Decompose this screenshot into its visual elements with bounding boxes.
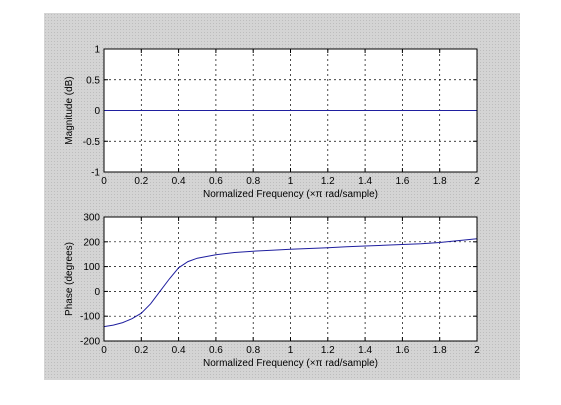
- magnitude-x-tick-label: 0.2: [134, 176, 148, 187]
- magnitude-x-tick-label: 1.2: [321, 176, 335, 187]
- magnitude-x-tick-label: 1: [288, 176, 294, 187]
- magnitude-axes: 0 0.2 0.4 0.6 0.8 1 1.2 1.4 1.6 1.8 2 1 0.5 0 -0.5 -1 No…: [64, 45, 480, 201]
- magnitude-x-tick-label: 0.4: [172, 176, 186, 187]
- phase-y-tick-label: 0: [94, 287, 100, 298]
- phase-x-tick-label: 1: [288, 345, 294, 356]
- magnitude-y-axis-label: Magnitude (dB): [64, 76, 75, 144]
- phase-y-tick-label: 300: [83, 213, 100, 224]
- magnitude-x-axis-label: Normalized Frequency (×π rad/sample): [203, 189, 378, 200]
- phase-x-tick-label: 2: [474, 345, 480, 356]
- phase-axes: 0 0.2 0.4 0.6 0.8 1 1.2 1.4 1.6 1.8 2 300 200 100 0 -10…: [64, 213, 480, 370]
- phase-y-tick-label: -200: [80, 337, 100, 348]
- phase-x-tick-label: 1.6: [395, 345, 409, 356]
- phase-y-tick-label: 200: [83, 237, 100, 248]
- magnitude-x-tick-label: 2: [474, 176, 480, 187]
- magnitude-axes-box: [103, 48, 478, 173]
- magnitude-y-tick-label: -1: [91, 168, 100, 179]
- magnitude-y-tick-label: 0.5: [86, 75, 100, 86]
- phase-axes-box: [103, 216, 478, 342]
- phase-x-axis-label: Normalized Frequency (×π rad/sample): [203, 358, 378, 369]
- magnitude-x-tick-label: 1.8: [433, 176, 447, 187]
- magnitude-x-tick-label: 1.6: [395, 176, 409, 187]
- phase-x-tick-label: 0.8: [246, 345, 260, 356]
- magnitude-x-tick-label: 1.4: [358, 176, 372, 187]
- phase-x-tick-label: 0.6: [209, 345, 223, 356]
- magnitude-x-tick-label: 0.8: [246, 176, 260, 187]
- figure-window: 0 0.2 0.4 0.6 0.8 1 1.2 1.4 1.6 1.8 2 1 0.5 0 -0.5 -1 No…: [44, 13, 520, 380]
- phase-x-tick-label: 0.2: [134, 345, 148, 356]
- magnitude-y-tick-label: 1: [94, 45, 100, 56]
- phase-y-tick-label: 100: [83, 262, 100, 273]
- phase-y-tick-label: -100: [80, 312, 100, 323]
- phase-x-tick-label: 0: [101, 345, 107, 356]
- phase-x-tick-label: 1.2: [321, 345, 335, 356]
- phase-y-axis-label: Phase (degrees): [64, 242, 75, 316]
- magnitude-y-tick-label: 0: [94, 106, 100, 117]
- phase-x-tick-label: 1.4: [358, 345, 372, 356]
- magnitude-y-tick-label: -0.5: [83, 137, 101, 148]
- magnitude-x-tick-label: 0: [101, 176, 107, 187]
- phase-x-tick-label: 1.8: [433, 345, 447, 356]
- phase-x-tick-label: 0.4: [172, 345, 186, 356]
- magnitude-x-tick-label: 0.6: [209, 176, 223, 187]
- plots-svg: 0 0.2 0.4 0.6 0.8 1 1.2 1.4 1.6 1.8 2 1 0.5 0 -0.5 -1 No…: [64, 45, 480, 370]
- phase-series-line: [103, 238, 478, 328]
